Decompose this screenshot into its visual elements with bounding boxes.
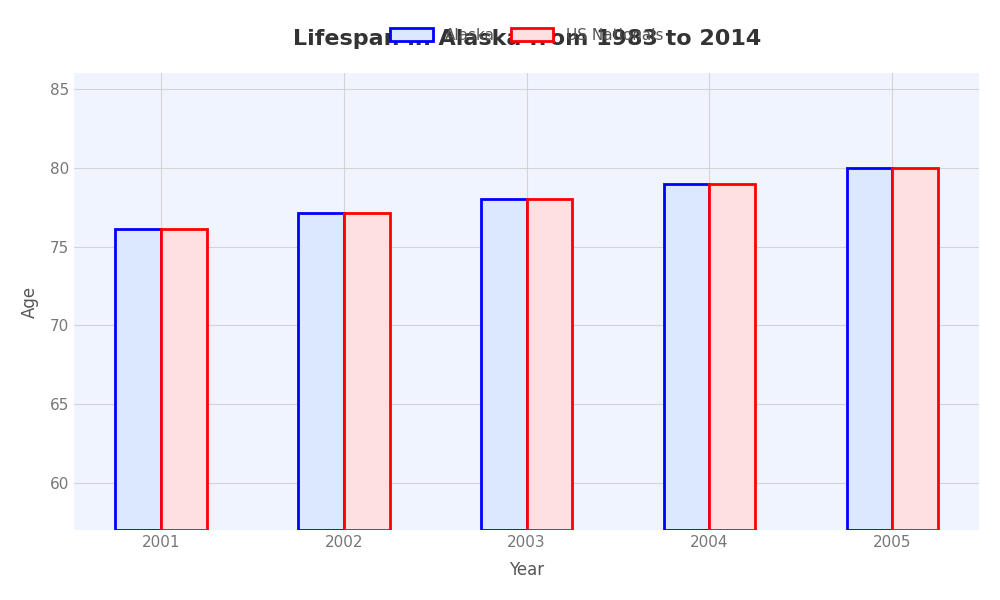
Bar bbox=[344, 214, 390, 530]
Bar bbox=[115, 229, 161, 530]
Title: Lifespan in Alaska from 1983 to 2014: Lifespan in Alaska from 1983 to 2014 bbox=[293, 29, 761, 49]
X-axis label: Year: Year bbox=[509, 561, 544, 579]
Legend: Alaska, US Nationals: Alaska, US Nationals bbox=[384, 22, 669, 49]
Bar bbox=[527, 199, 572, 530]
Bar bbox=[892, 168, 938, 530]
Bar bbox=[298, 214, 344, 530]
Bar bbox=[481, 199, 527, 530]
Bar bbox=[709, 184, 755, 530]
Bar bbox=[664, 184, 709, 530]
Bar bbox=[847, 168, 892, 530]
Y-axis label: Age: Age bbox=[21, 286, 39, 318]
Bar bbox=[161, 229, 207, 530]
